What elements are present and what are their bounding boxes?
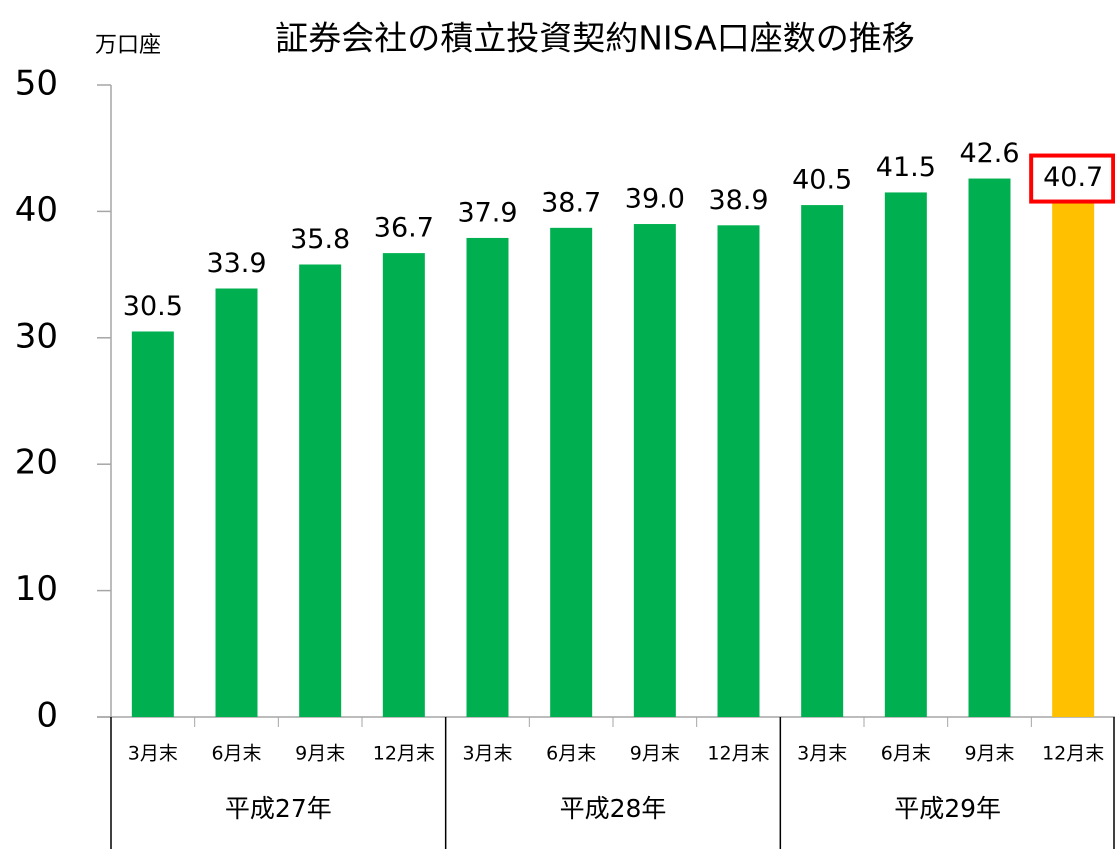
bar: [382, 253, 425, 717]
x-tick-label: 12月末: [1042, 743, 1104, 765]
value-label: 40.5: [792, 165, 852, 196]
chart-title: 証券会社の積立投資契約NISA口座数の推移: [275, 19, 915, 58]
group-label: 平成29年: [894, 794, 1001, 823]
bar: [717, 225, 760, 717]
value-label: 40.7: [1043, 162, 1103, 193]
bar: [299, 264, 342, 717]
group-label: 平成28年: [560, 794, 667, 823]
x-tick-label: 6月末: [546, 743, 596, 765]
bar: [801, 205, 844, 717]
value-label: 37.9: [457, 197, 517, 228]
bar: [466, 237, 509, 717]
x-tick-label: 9月末: [295, 743, 345, 765]
x-tick-label: 12月末: [707, 743, 769, 765]
x-tick-label: 3月末: [128, 743, 178, 765]
y-tick-label: 0: [36, 696, 58, 736]
bar: [550, 227, 593, 717]
bar: [1052, 202, 1095, 717]
bar: [215, 288, 258, 717]
group-label: 平成27年: [225, 794, 332, 823]
highlight-box: [1029, 153, 1115, 204]
x-tick-label: 9月末: [630, 743, 680, 765]
x-tick-label: 12月末: [373, 743, 435, 765]
x-tick-label: 6月末: [211, 743, 261, 765]
value-label: 38.7: [541, 187, 601, 218]
value-label: 36.7: [374, 213, 434, 244]
y-axis-label: 万口座: [95, 33, 161, 58]
value-label: 30.5: [123, 291, 183, 322]
x-tick-label: 9月末: [964, 743, 1014, 765]
y-tick-label: 50: [15, 64, 58, 104]
value-label: 41.5: [876, 152, 936, 183]
bar: [131, 331, 174, 717]
x-tick-label: 3月末: [797, 743, 847, 765]
bar: [884, 192, 927, 717]
bar: [633, 224, 676, 718]
value-label: 42.6: [959, 138, 1019, 169]
y-tick-label: 40: [15, 190, 58, 230]
y-tick-label: 20: [15, 443, 58, 483]
bar: [968, 178, 1011, 717]
value-label: 39.0: [625, 184, 685, 215]
y-tick-label: 30: [15, 316, 58, 356]
y-tick-label: 10: [15, 569, 58, 609]
x-tick-label: 6月末: [881, 743, 931, 765]
value-label: 38.9: [708, 185, 768, 216]
value-label: 35.8: [290, 224, 350, 255]
x-tick-label: 3月末: [462, 743, 512, 765]
value-label: 33.9: [206, 248, 266, 279]
